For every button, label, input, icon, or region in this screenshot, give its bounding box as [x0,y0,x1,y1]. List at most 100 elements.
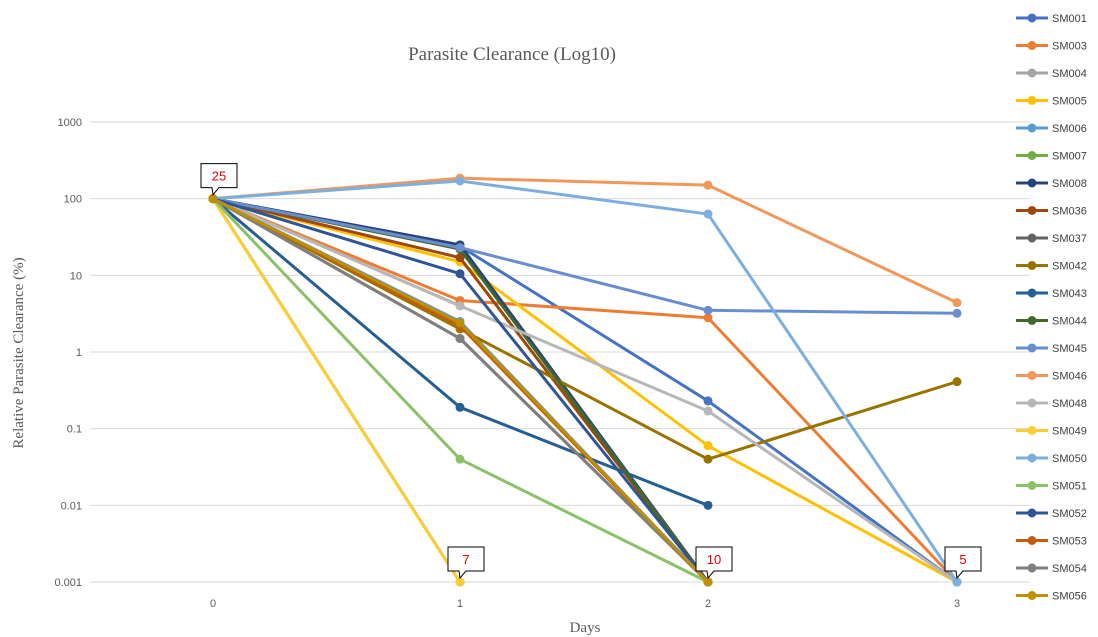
legend-item: SM044 [1016,316,1087,328]
data-point [455,176,465,186]
legend-item: SM052 [1016,508,1087,520]
legend-item: SM043 [1016,288,1087,300]
data-point [455,333,465,343]
legend-swatch-marker [1027,343,1037,353]
legend-swatch-marker [1027,426,1037,435]
legend-label: SM049 [1052,426,1087,438]
data-point [455,318,465,328]
y-tick-label: 100 [64,194,82,206]
data-point [455,253,465,263]
data-point [703,180,713,190]
y-tick-label: 10 [70,270,82,282]
callout-label: 25 [212,169,226,184]
callout-box [447,546,485,580]
legend-item: SM006 [1016,123,1087,135]
data-point [455,402,465,412]
data-point [208,194,218,204]
x-axis-ticks: 0 1 2 3 [210,598,960,610]
legend-swatch-marker [1027,41,1037,50]
legend-swatch-marker [1027,536,1037,545]
y-tick-label: 1000 [58,117,82,129]
callout: 10 [695,546,733,580]
callout-box [695,546,733,580]
legend-label: SM046 [1052,371,1087,383]
legend-label: SM007 [1052,151,1087,163]
y-tick-label: 0.01 [61,500,82,512]
callout-box [944,546,982,580]
legend-item: SM036 [1016,206,1087,218]
legend-swatch-marker [1027,591,1037,600]
legend-swatch-marker [1027,371,1037,380]
x-tick-label: 0 [210,598,216,610]
callout-box [200,163,238,196]
series-line [212,197,958,584]
y-axis-title: Relative Parasite Clearance (%) [11,257,27,448]
series-line [211,197,462,583]
legend-swatch-marker [1027,96,1037,105]
data-point [952,577,962,587]
callout: 7 [447,546,485,580]
legend-item: SM048 [1016,398,1087,410]
callout: 5 [944,546,982,580]
legend-swatch-marker [1027,288,1037,298]
legend-swatch-marker [1027,563,1037,573]
series-line [212,179,959,583]
data-point [703,577,713,587]
legend-label: SM054 [1052,563,1087,575]
legend-item: SM001 [1016,13,1087,25]
legend-label: SM056 [1052,591,1087,603]
legend-label: SM043 [1052,288,1087,300]
legend-label: SM005 [1052,96,1087,108]
x-tick-label: 3 [954,598,960,610]
legend-item: SM053 [1016,536,1087,548]
legend-item: SM050 [1016,453,1087,465]
legend-swatch-marker [1027,261,1037,270]
series-line [212,197,959,584]
data-point [455,454,465,464]
legend-swatch-marker [1027,453,1037,463]
data-point [703,500,713,510]
legend-label: SM052 [1052,508,1087,520]
data-point [455,577,465,587]
legend-label: SM036 [1052,206,1087,218]
y-tick-label: 0.001 [54,577,82,589]
series-lines [208,173,962,587]
legend-label: SM003 [1052,41,1087,53]
callout-label: 7 [462,552,469,567]
series-sm046 [208,173,962,308]
legend-label: SM008 [1052,178,1087,190]
legend-swatch-marker [1027,481,1037,490]
legend-swatch-marker [1027,508,1037,518]
legend-item: SM056 [1016,591,1087,603]
legend-swatch-marker [1027,206,1037,215]
y-tick-label: 1 [76,347,82,359]
series-sm044 [208,194,713,587]
data-point [952,298,962,308]
data-point [952,308,962,318]
data-point [455,301,465,311]
legend-item: SM042 [1016,261,1087,273]
legend-label: SM004 [1052,68,1087,80]
y-tick-label: 0.1 [67,424,82,436]
x-axis-title: Days [570,620,601,636]
legend-item: SM005 [1016,96,1087,108]
legend-swatch-marker [1027,13,1037,23]
callout-label: 5 [959,552,966,567]
series-sm056 [208,194,713,587]
legend-label: SM037 [1052,233,1087,245]
legend-label: SM001 [1052,13,1087,25]
legend-swatch-marker [1027,123,1037,133]
x-tick-label: 1 [457,598,463,610]
legend-swatch-marker [1027,233,1037,243]
data-point [952,377,962,387]
legend-label: SM053 [1052,536,1087,548]
data-point [703,454,713,464]
legend-label: SM050 [1052,453,1087,465]
legend-label: SM048 [1052,398,1087,410]
legend-item: SM004 [1016,68,1087,80]
legend: SM001 SM003 SM004 SM005 SM006 SM007 SM008 SM036… [1016,13,1087,603]
legend-swatch-marker [1027,68,1037,78]
callout-label: 10 [707,552,721,567]
legend-label: SM042 [1052,261,1087,273]
